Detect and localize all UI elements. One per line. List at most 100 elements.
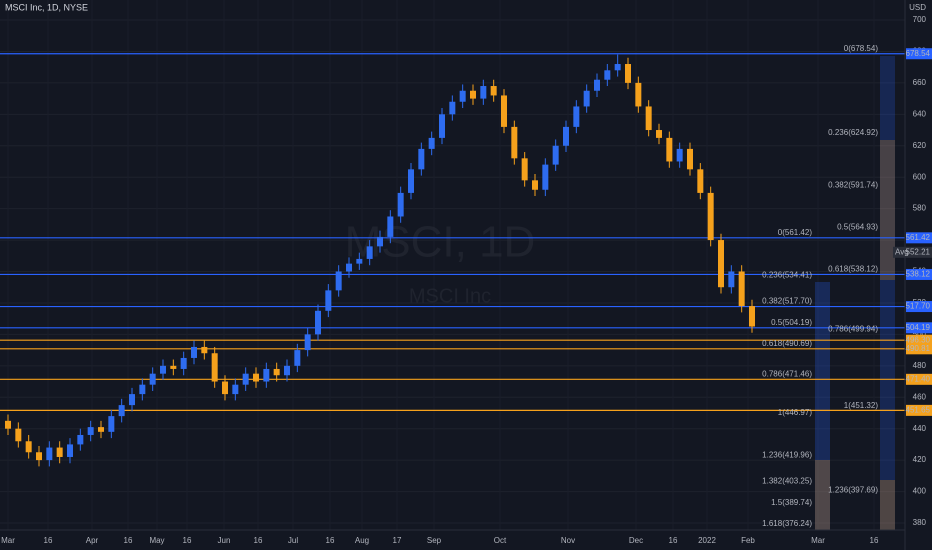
candle-body bbox=[718, 240, 724, 288]
candle-body bbox=[77, 434, 84, 445]
fib-label: 0.5(564.93) bbox=[837, 222, 878, 231]
x-tick-label: Oct bbox=[494, 536, 507, 545]
candle-body bbox=[707, 192, 714, 241]
candle-body bbox=[459, 90, 466, 102]
price-tag-label: 517.70 bbox=[906, 302, 931, 311]
price-tag bbox=[906, 404, 932, 416]
candle-body bbox=[439, 114, 445, 138]
x-tick-label: Feb bbox=[741, 536, 755, 545]
plot bbox=[0, 53, 905, 467]
candle-body bbox=[397, 192, 404, 217]
fib-label: 0.786(499.94) bbox=[828, 325, 878, 334]
price-tag bbox=[906, 343, 932, 355]
grid bbox=[0, 19, 905, 524]
price-tag bbox=[906, 322, 932, 334]
candle-body bbox=[501, 95, 507, 127]
price-tag-label: 504.19 bbox=[906, 323, 931, 332]
watermark: MSCI, 1D bbox=[345, 218, 536, 267]
chart-title: MSCI Inc, 1D, NYSE bbox=[5, 2, 88, 12]
candle-body bbox=[15, 428, 22, 442]
x-tick-label: Apr bbox=[86, 536, 99, 545]
x-tick-label: Dec bbox=[629, 536, 643, 545]
candle-body bbox=[191, 346, 197, 358]
candle-body bbox=[521, 158, 528, 181]
candle-body bbox=[749, 306, 755, 327]
price-tag-label: 490.81 bbox=[906, 344, 931, 353]
y-tick-label: 420 bbox=[913, 455, 927, 464]
price-tag-label: 678.54 bbox=[906, 49, 931, 58]
y-tick-label: 400 bbox=[913, 487, 927, 496]
candle-body bbox=[222, 381, 228, 395]
fib-zone bbox=[880, 480, 895, 530]
candle-body bbox=[263, 368, 270, 382]
y-tick-label: 620 bbox=[913, 141, 927, 150]
avg-tag bbox=[893, 246, 932, 258]
candle-body bbox=[273, 368, 280, 376]
candle-body bbox=[170, 365, 177, 369]
candle-body bbox=[366, 246, 373, 259]
candle-body bbox=[149, 373, 156, 385]
fib-zone bbox=[815, 460, 830, 530]
price-tag bbox=[906, 373, 932, 385]
x-tick-label: Jul bbox=[288, 536, 298, 545]
currency: USD bbox=[909, 3, 926, 12]
fib-label: 1.236(397.69) bbox=[828, 485, 878, 494]
fib-zone bbox=[880, 56, 895, 530]
candle-body bbox=[676, 148, 683, 162]
x-tick-label: 16 bbox=[870, 536, 879, 545]
candle-body bbox=[304, 334, 311, 351]
x-tick-label: Sep bbox=[427, 536, 442, 545]
x-tick-label: 16 bbox=[254, 536, 263, 545]
candle-body bbox=[604, 70, 611, 80]
candle-body bbox=[211, 353, 218, 382]
candle-body bbox=[232, 384, 239, 395]
price-tag bbox=[906, 232, 932, 244]
fib-label: 1.236(419.96) bbox=[762, 450, 812, 459]
fib-label: 0.382(517.70) bbox=[762, 297, 812, 306]
fib-label: 0(678.54) bbox=[844, 44, 879, 53]
watermark-sub: MSCI Inc bbox=[409, 285, 491, 307]
y-tick-label: 480 bbox=[913, 361, 927, 370]
fib-label: 0.236(624.92) bbox=[828, 128, 878, 137]
candle-body bbox=[738, 271, 745, 307]
price-tag bbox=[906, 48, 932, 60]
price-tag bbox=[906, 334, 932, 346]
y-tick-label: 600 bbox=[913, 172, 927, 181]
price-tag-label: 561.42 bbox=[906, 233, 931, 242]
y-tick-label: 700 bbox=[913, 15, 927, 24]
candle-body bbox=[325, 290, 332, 311]
fib-label: 0.786(471.46) bbox=[762, 369, 812, 378]
fib-label: 1(446.97) bbox=[778, 408, 813, 417]
candle-body bbox=[563, 126, 569, 146]
candle-body bbox=[5, 420, 11, 429]
candle-body bbox=[36, 452, 42, 461]
x-tick-label: 16 bbox=[124, 536, 133, 545]
candle-body bbox=[46, 447, 53, 461]
fib-label: 0.382(591.74) bbox=[828, 180, 878, 189]
candle-body bbox=[118, 405, 125, 417]
candle-body bbox=[687, 148, 693, 170]
candle-body bbox=[625, 64, 631, 83]
candle-body bbox=[552, 145, 559, 165]
y-tick-label: 380 bbox=[913, 518, 927, 527]
x-tick-label: Mar bbox=[811, 536, 825, 545]
candle-body bbox=[697, 169, 704, 193]
price-tag-label: 471.40 bbox=[906, 374, 931, 383]
candle-body bbox=[108, 416, 115, 432]
candle-body bbox=[201, 346, 208, 354]
x-tick-label: Aug bbox=[355, 536, 369, 545]
candle-body bbox=[242, 373, 249, 385]
fib-label: 1.382(403.25) bbox=[762, 477, 812, 486]
candle-body bbox=[573, 106, 580, 127]
x-tick-label: Jun bbox=[218, 536, 231, 545]
y-tick-label: 580 bbox=[913, 204, 927, 213]
x-tick-label: 16 bbox=[669, 536, 678, 545]
fib-label: 0(561.42) bbox=[778, 228, 813, 237]
candle-body bbox=[728, 271, 735, 288]
candle-body bbox=[129, 394, 135, 406]
y-tick-label: 440 bbox=[913, 424, 927, 433]
candle-body bbox=[418, 148, 425, 170]
candle-body bbox=[160, 365, 166, 374]
price-tag-label: 538.12 bbox=[906, 270, 931, 279]
candle-body bbox=[614, 64, 621, 71]
